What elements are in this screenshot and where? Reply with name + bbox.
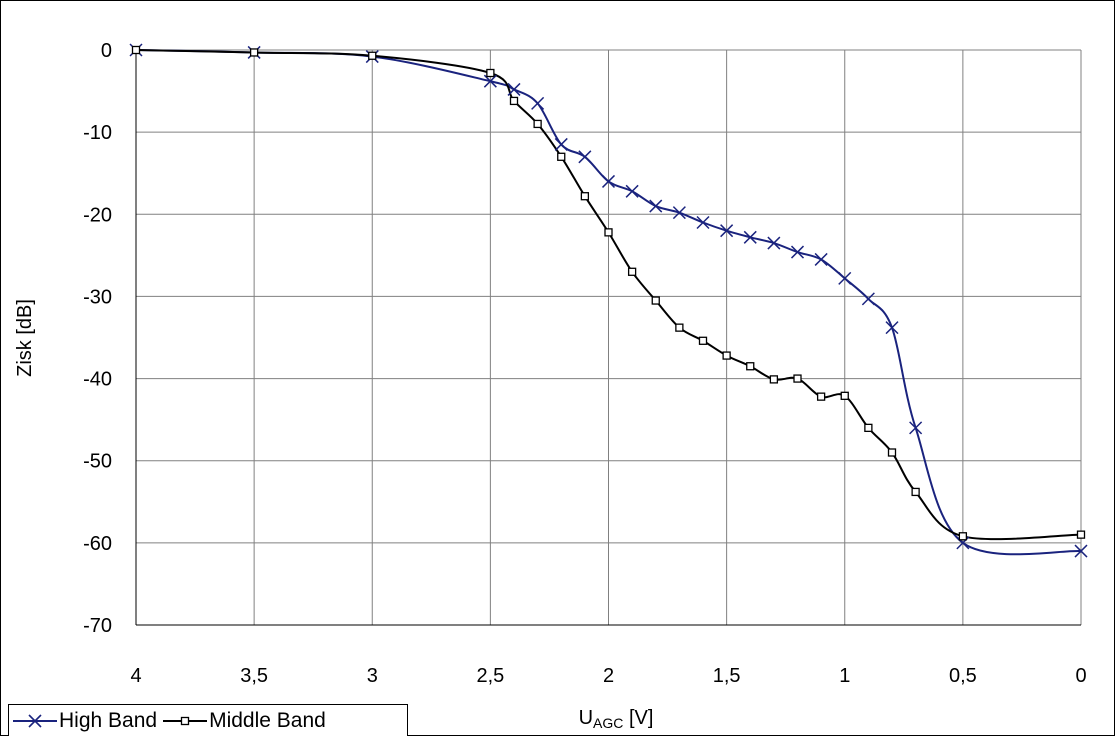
- data-point-s0-9: [625, 184, 639, 198]
- y-tick-label-7: -70: [83, 615, 112, 637]
- data-point-s1-7: [580, 192, 590, 201]
- x-tick-label-0: 4: [130, 665, 141, 687]
- x-tick-label-7: 0,5: [949, 665, 977, 687]
- legend-label-high-band: High Band: [59, 708, 158, 732]
- x-axis-title-main: U: [579, 707, 593, 729]
- data-point-s1-17: [816, 392, 826, 401]
- y-tick-label-1: -10: [83, 122, 112, 144]
- data-point-s0-23: [1074, 544, 1088, 558]
- y-tick-label-0: 0: [101, 40, 112, 62]
- data-point-s0-20: [885, 321, 899, 335]
- data-point-s0-15: [767, 236, 781, 250]
- data-point-s1-3: [486, 68, 495, 78]
- data-point-s1-2: [368, 51, 377, 60]
- data-point-s1-19: [864, 423, 873, 433]
- data-point-s1-12: [698, 336, 708, 345]
- data-point-s0-8: [601, 174, 616, 188]
- x-tick-label-1: 3,5: [240, 665, 268, 687]
- x-tick-labels: 4 3,5 3 2,5 2 1,5 1 0,5 0: [130, 665, 1086, 687]
- data-point-s1-21: [911, 487, 920, 497]
- data-point-s1-14: [746, 362, 755, 371]
- data-point-s1-1: [249, 48, 259, 57]
- data-point-s0-18: [838, 271, 852, 285]
- data-point-s0-13: [720, 224, 734, 238]
- x-tick-label-5: 1,5: [713, 665, 741, 687]
- data-point-s1-9: [627, 267, 637, 276]
- x-axis-title-subscript: AGC: [593, 715, 623, 731]
- data-point-s1-15: [769, 375, 779, 384]
- data-point-s0-12: [696, 215, 710, 230]
- data-point-s0-19: [861, 292, 875, 306]
- x-axis-title: UAGC [V]: [579, 707, 654, 731]
- x-tick-label-4: 2: [603, 665, 614, 687]
- y-tick-label-3: -30: [83, 286, 112, 308]
- y-tick-label-5: -50: [83, 451, 112, 473]
- data-point-s0-3: [483, 74, 497, 88]
- data-point-s1-23: [1076, 530, 1086, 539]
- data-point-s1-11: [675, 323, 684, 332]
- legend: High Band Middle Band: [8, 704, 408, 736]
- x-tick-label-2: 3: [367, 665, 378, 687]
- grid-lines: [135, 49, 1082, 626]
- data-point-s0-14: [743, 230, 757, 244]
- data-point-s1-0: [131, 45, 141, 55]
- data-point-s0-7: [578, 150, 592, 164]
- x-tick-label-8: 0: [1075, 665, 1086, 687]
- x-tick-label-3: 2,5: [476, 665, 504, 687]
- data-point-s1-5: [533, 119, 542, 129]
- data-point-s1-4: [509, 96, 519, 106]
- data-point-s1-10: [651, 296, 660, 305]
- data-point-s0-17: [814, 252, 828, 266]
- data-point-s0-21: [909, 421, 923, 435]
- legend-item-middle-band: Middle Band: [163, 709, 326, 733]
- x-axis-title-unit: [V]: [623, 707, 653, 729]
- legend-swatch-high-band: [13, 713, 57, 728]
- y-axis-title: Zisk [dB]: [14, 299, 36, 377]
- y-tick-labels: 0 -10 -20 -30 -40 -50 -60 -70: [83, 40, 112, 637]
- data-point-s0-11: [672, 206, 686, 220]
- data-point-s1-18: [840, 391, 849, 400]
- legend-label-middle-band: Middle Band: [209, 708, 326, 732]
- data-point-s1-6: [557, 152, 566, 161]
- y-tick-label-2: -20: [83, 204, 112, 226]
- data-point-s0-4: [507, 82, 521, 96]
- y-tick-label-4: -40: [83, 369, 112, 391]
- data-point-s1-16: [793, 374, 802, 383]
- x-tick-label-6: 1: [839, 665, 850, 687]
- data-point-s1-22: [958, 532, 968, 541]
- data-point-s1-13: [722, 351, 731, 360]
- data-point-s1-8: [604, 228, 613, 237]
- plot-area-border: [18, 10, 1105, 625]
- y-tick-label-6: -60: [83, 533, 112, 555]
- data-point-s0-6: [554, 137, 568, 151]
- data-point-s0-5: [531, 96, 545, 110]
- series-markers: [129, 43, 1088, 558]
- data-point-s0-10: [649, 199, 663, 213]
- data-point-s0-16: [790, 245, 805, 259]
- legend-swatch-middle-band: [163, 716, 208, 725]
- legend-item-high-band: High Band: [13, 709, 157, 733]
- data-point-s1-20: [887, 448, 897, 457]
